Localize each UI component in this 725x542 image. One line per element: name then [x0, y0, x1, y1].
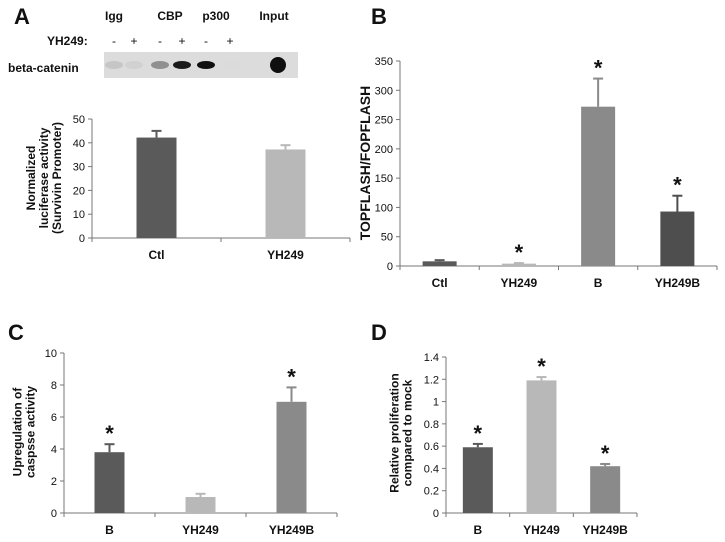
- y-tick-label: 30: [73, 162, 85, 174]
- y-tick-label: 10: [45, 348, 57, 360]
- y-tick-label: 0: [79, 233, 85, 245]
- y-tick-label: 200: [375, 144, 393, 156]
- blot-band: [105, 61, 123, 69]
- y-tick-label: 50: [73, 114, 85, 126]
- y-axis-label: Normalized: [24, 146, 38, 211]
- y-tick-label: 350: [375, 56, 393, 68]
- significance-star: *: [287, 364, 296, 389]
- blot-sign-1: -: [112, 34, 116, 48]
- y-tick-label: 0: [387, 261, 393, 273]
- significance-star: *: [537, 354, 546, 379]
- y-tick-label: 100: [375, 202, 393, 214]
- bar: [422, 261, 457, 266]
- blot-band: [270, 57, 286, 73]
- blot-lane-group-input: Input: [259, 9, 288, 23]
- panel-label-d: D: [371, 320, 387, 345]
- y-tick-label: 40: [73, 138, 85, 150]
- y-tick-label: 2: [51, 476, 57, 488]
- y-tick-label: 250: [375, 115, 393, 127]
- blot-bands: [105, 57, 286, 73]
- y-tick-label: 0.4: [424, 463, 439, 475]
- bar: [94, 452, 125, 513]
- blot-row-label: beta-catenin: [8, 61, 79, 75]
- significance-star: *: [515, 240, 524, 265]
- panel-label-a: A: [14, 4, 30, 29]
- y-tick-label: 10: [73, 209, 85, 221]
- chart-a: 0 10 20 30 40 50 Ctl YH249 Normalized luciferase …: [24, 114, 351, 262]
- y-axis-label: compared to mock: [401, 379, 415, 486]
- blot-treatment-label: YH249:: [47, 34, 88, 48]
- y-tick-label: 0.6: [424, 441, 439, 453]
- bar: [660, 211, 695, 266]
- y-tick-label: 4: [51, 444, 57, 456]
- category-label: Ctl: [432, 276, 448, 290]
- blot-band: [197, 61, 215, 69]
- blot-band: [125, 61, 143, 69]
- category-label: B: [105, 523, 114, 537]
- blot-band: [221, 61, 239, 69]
- panel-label-c: C: [8, 320, 24, 345]
- y-tick-label: 0.2: [424, 486, 439, 498]
- category-label: YH249B: [269, 523, 315, 537]
- y-tick-label: 1: [433, 397, 439, 409]
- significance-star: *: [601, 441, 610, 466]
- bar: [276, 401, 307, 513]
- blot-lane-group-igg: Igg: [105, 9, 123, 23]
- y-tick-label: 1.4: [424, 352, 439, 364]
- bar: [265, 149, 306, 238]
- blot-lane-group-p300: p300: [202, 9, 230, 23]
- y-tick-label: 20: [73, 185, 85, 197]
- bar: [462, 447, 493, 513]
- y-axis-label: luciferase activity: [37, 127, 51, 228]
- chart-d: 0 0.2 0.4 0.6 0.8 1 1.2 1.4 * B * YH249 * YH249B Relat…: [388, 352, 638, 537]
- blot-lane-group-cbp: CBP: [157, 9, 182, 23]
- y-tick-label: 0: [51, 508, 57, 520]
- bar: [581, 106, 616, 266]
- y-tick-label: 150: [375, 173, 393, 185]
- category-label: YH249B: [582, 523, 628, 537]
- y-axis-label: TOPFLASH/FOPFLASH: [357, 86, 373, 241]
- blot-sign-2: +: [130, 34, 137, 48]
- blot-sign-6: +: [226, 34, 233, 48]
- category-label: YH249: [501, 276, 538, 290]
- blot-sign-5: -: [204, 34, 208, 48]
- blot-sign-4: +: [178, 34, 185, 48]
- y-axis-label: caspsse activity: [24, 386, 38, 478]
- blot-band: [173, 61, 191, 69]
- category-label: YH249: [182, 523, 219, 537]
- chart-c: 0 2 4 6 8 10 * B YH249 * YH249B Upregulation of casp…: [11, 348, 338, 537]
- y-axis-label: Relative proliferation: [388, 373, 402, 492]
- bar: [590, 466, 621, 513]
- y-tick-label: 0.8: [424, 419, 439, 431]
- blot-sign-3: -: [158, 34, 162, 48]
- y-tick-label: 1.2: [424, 374, 439, 386]
- category-label: B: [594, 276, 603, 290]
- significance-star: *: [105, 421, 114, 446]
- chart-b: 0 50 100 150 200 250 300 350 Ctl * YH249 * B * YH249B T…: [357, 56, 718, 290]
- significance-star: *: [673, 173, 682, 198]
- y-tick-label: 8: [51, 380, 57, 392]
- category-label: B: [473, 523, 482, 537]
- western-blot: Igg CBP p300 Input YH249: - + - + - + be…: [8, 9, 298, 78]
- blot-band: [151, 61, 169, 69]
- significance-star: *: [594, 56, 603, 81]
- y-axis-label: Upregulation of: [11, 387, 25, 477]
- y-tick-label: 6: [51, 412, 57, 424]
- category-label: Ctl: [149, 248, 165, 262]
- y-axis-label: (Survivin Promoter): [50, 122, 64, 234]
- category-label: YH249B: [655, 276, 701, 290]
- bar: [136, 137, 177, 238]
- bar: [526, 380, 557, 513]
- y-tick-label: 300: [375, 85, 393, 97]
- bar: [501, 263, 536, 266]
- category-label: YH249: [523, 523, 560, 537]
- significance-star: *: [474, 421, 483, 446]
- y-tick-label: 50: [381, 232, 393, 244]
- y-tick-label: 0: [433, 508, 439, 520]
- category-label: YH249: [267, 248, 304, 262]
- panel-label-b: B: [371, 4, 387, 29]
- bar: [185, 497, 216, 513]
